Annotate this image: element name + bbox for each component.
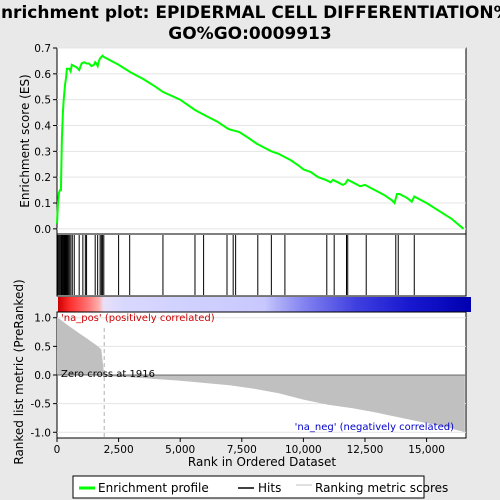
x-tick-label: 15,000 bbox=[408, 444, 445, 456]
x-tick-label: 2,500 bbox=[104, 444, 134, 456]
es-y-ticks: 0.0 0.1 0.2 0.3 0.4 0.5 0.6 0.7 bbox=[34, 43, 57, 236]
es-y-tick-label: 0.1 bbox=[34, 198, 51, 210]
positive-correlation-label: 'na_pos' (positively correlated) bbox=[61, 313, 215, 324]
legend-box bbox=[72, 475, 425, 499]
x-axis-label: Rank in Ordered Dataset bbox=[188, 455, 336, 469]
negative-correlation-label: 'na_neg' (negatively correlated) bbox=[295, 422, 454, 433]
es-y-tick-label: 0.3 bbox=[34, 146, 51, 158]
x-tick-label: 7,500 bbox=[227, 444, 257, 456]
metric-y-tick-label: -0.5 bbox=[31, 399, 52, 411]
legend-hits-label: Hits bbox=[258, 481, 281, 495]
metric-y-axis-label: Ranked list metric (PreRanked) bbox=[12, 279, 26, 464]
metric-y-ticks: -1.0 -0.5 0.0 0.5 1.0 bbox=[31, 313, 57, 439]
es-gridlines bbox=[57, 47, 466, 230]
es-panel: 0.0 0.1 0.2 0.3 0.4 0.5 0.6 0.7 Enrichment scor… bbox=[18, 43, 467, 236]
es-plot-area bbox=[56, 47, 467, 235]
es-y-tick-label: 0.2 bbox=[34, 172, 51, 184]
x-tick-label: 5,000 bbox=[165, 444, 195, 456]
hit-lines bbox=[56, 235, 415, 295]
metric-y-tick-label: 0.5 bbox=[34, 341, 51, 353]
metric-panel: -1.0 -0.5 0.0 0.5 1.0 0 2,500 5,000 7,500 10,000… bbox=[12, 279, 467, 469]
metric-y-tick-label: 0.0 bbox=[34, 370, 51, 382]
rank-gradient bbox=[58, 297, 471, 312]
metric-y-tick-label: -1.0 bbox=[31, 427, 52, 439]
zero-cross-label: Zero cross at 1916 bbox=[61, 369, 155, 380]
chart-title-line2: GO%GO:0009913 bbox=[168, 24, 331, 44]
chart-title-line1: Enrichment plot: EPIDERMAL CELL DIFFEREN… bbox=[0, 3, 500, 23]
es-y-tick-label: 0.5 bbox=[34, 95, 51, 107]
x-tick-label: 10,000 bbox=[285, 444, 322, 456]
legend-metric-label: Ranking metric scores bbox=[315, 481, 448, 495]
x-tick-label: 0 bbox=[54, 444, 61, 456]
metric-y-tick-label: 1.0 bbox=[34, 313, 51, 325]
es-y-tick-label: 0.7 bbox=[34, 43, 51, 55]
legend-enrichment-label: Enrichment profile bbox=[98, 481, 209, 495]
es-y-tick-label: 0.0 bbox=[34, 224, 51, 236]
es-y-axis-label: Enrichment score (ES) bbox=[18, 74, 32, 207]
metric-x-ticks: 0 2,500 5,000 7,500 10,000 12,500 15,000 bbox=[54, 438, 445, 456]
legend: Enrichment profile Hits Ranking metric s… bbox=[72, 475, 448, 499]
es-y-tick-label: 0.6 bbox=[34, 69, 51, 81]
enrichment-profile-line bbox=[56, 54, 465, 230]
hits-panel bbox=[56, 233, 467, 297]
rank-color-bar bbox=[58, 297, 471, 312]
x-tick-label: 12,500 bbox=[347, 444, 384, 456]
es-y-tick-label: 0.4 bbox=[34, 121, 51, 133]
